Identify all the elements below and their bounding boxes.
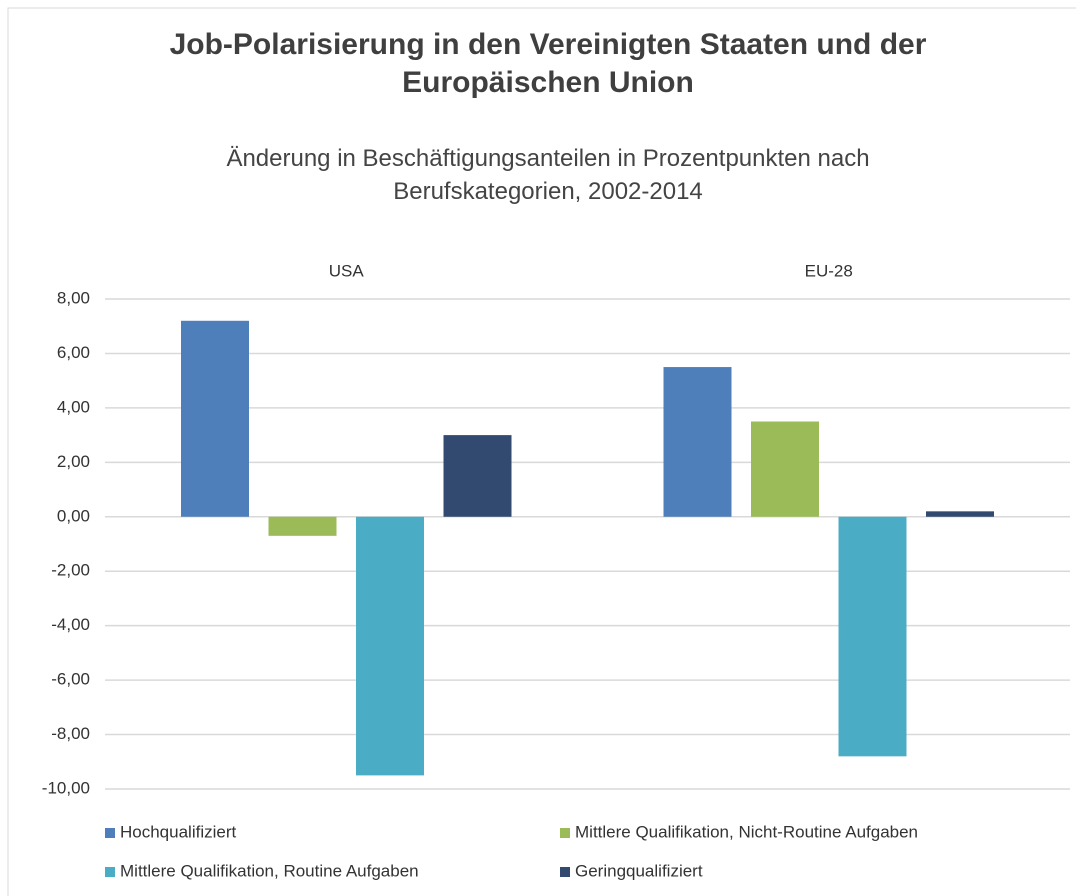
y-tick-label: 4,00: [57, 397, 90, 416]
bar: [838, 516, 907, 757]
y-tick-label: 6,00: [57, 343, 90, 362]
bar: [663, 367, 732, 517]
y-tick-label: -6,00: [51, 670, 90, 689]
category-label: EU-28: [805, 261, 853, 280]
legend-swatch: [560, 867, 570, 877]
y-tick-label: 0,00: [57, 506, 90, 525]
y-tick-label: -10,00: [42, 778, 90, 797]
chart-border: [7, 7, 1076, 896]
legend-label: Geringqualifiziert: [575, 861, 703, 880]
bar: [926, 511, 994, 517]
category-label: USA: [329, 261, 365, 280]
legend-swatch: [105, 867, 115, 877]
legend-label: Hochqualifiziert: [120, 822, 236, 841]
chart-title: Job-Polarisierung in den Vereinigten Sta…: [169, 28, 927, 99]
bar: [356, 516, 424, 776]
legend-swatch: [105, 828, 115, 838]
bar: [181, 320, 249, 517]
y-tick-label: 2,00: [57, 452, 90, 471]
y-tick-label: -2,00: [51, 561, 90, 580]
legend-label: Mittlere Qualifikation, Nicht-Routine Au…: [575, 822, 918, 841]
bar: [268, 516, 337, 536]
y-tick-label: -8,00: [51, 724, 90, 743]
y-tick-label: 8,00: [57, 288, 90, 307]
legend-swatch: [560, 828, 570, 838]
y-tick-label: -4,00: [51, 615, 90, 634]
legend-label: Mittlere Qualifikation, Routine Aufgaben: [120, 861, 419, 880]
bar: [443, 435, 512, 517]
bar: [751, 421, 819, 517]
chart-subtitle: Änderung in Beschäftigungsanteilen in Pr…: [226, 145, 870, 205]
